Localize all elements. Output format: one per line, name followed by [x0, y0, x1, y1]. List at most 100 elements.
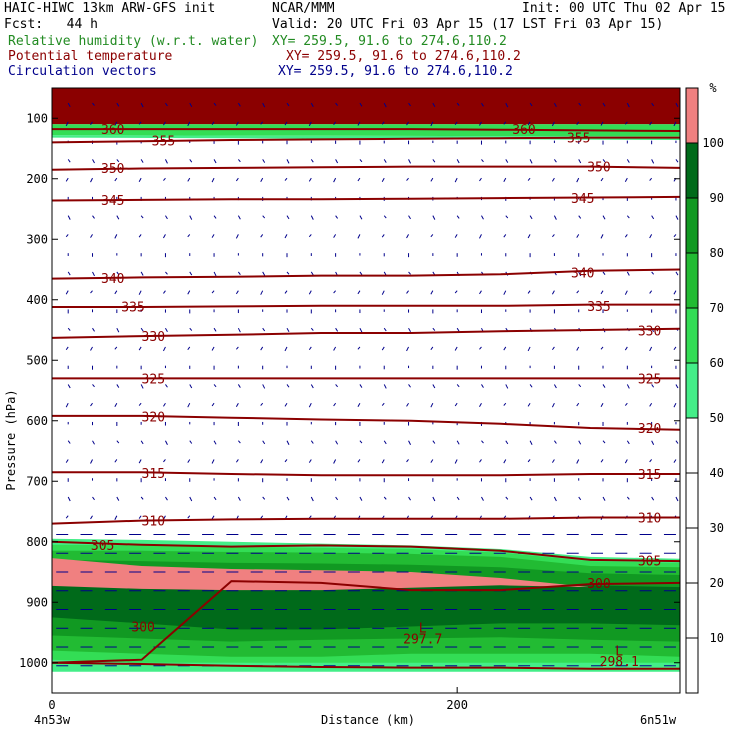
vector-arrow: [116, 327, 120, 333]
y-tick-label: 500: [26, 353, 48, 367]
vector-arrow: [262, 215, 266, 219]
theta-contour-label: 345: [571, 192, 594, 207]
vector-arrow: [600, 346, 604, 350]
vector-arrow: [189, 159, 193, 163]
vector-arrow: [505, 496, 509, 500]
rh-xy-label: XY= 259.5, 91.6 to 274.6,110.2: [272, 34, 507, 49]
vector-arrow: [359, 440, 363, 444]
vector-arrow: [503, 459, 507, 464]
vector-arrow: [335, 384, 338, 388]
vector-arrow: [335, 159, 339, 164]
vector-arrow: [116, 102, 120, 107]
vector-arrow: [383, 327, 387, 332]
vector-arrow: [262, 327, 266, 332]
theta-contour-line: [52, 128, 680, 132]
vector-arrow: [114, 290, 118, 295]
vector-arrow: [552, 234, 555, 238]
vector-arrow: [67, 215, 71, 220]
vector-arrow: [359, 159, 363, 163]
vector-arrow: [432, 384, 436, 389]
vector-arrow: [456, 159, 460, 164]
vector-arrow: [505, 102, 509, 108]
vector-arrow: [357, 459, 361, 463]
vector-arrow: [310, 440, 314, 444]
vector-arrow: [114, 177, 118, 182]
vector-arrow: [90, 346, 93, 351]
vector-arrow: [430, 177, 434, 182]
vector-arrow: [479, 121, 482, 126]
theta-contour-label: 305: [91, 539, 114, 554]
vector-arrow: [527, 459, 531, 463]
theta-contours: 360 360 355 355 350 350 345 345 340 340 335 335 330 3…: [52, 123, 680, 670]
vector-arrow: [624, 459, 628, 464]
vector-arrow: [600, 234, 604, 239]
vector-arrow: [213, 327, 217, 332]
vector-arrow: [576, 346, 580, 351]
vector-arrow: [187, 177, 191, 182]
vector-arrow: [65, 234, 69, 238]
vector-arrow: [138, 346, 142, 351]
vector-arrow: [553, 440, 557, 444]
vector-arrow: [92, 159, 95, 164]
vector-arrow: [454, 459, 458, 464]
rh-band: [52, 124, 680, 137]
colorbar-band: [686, 88, 698, 143]
vector-arrow: [235, 346, 239, 350]
vector-arrow: [284, 121, 288, 126]
vector-arrow: [286, 440, 290, 445]
theta-contour-line: [52, 580, 680, 664]
vector-arrow: [260, 121, 264, 125]
y-tick-label: 100: [26, 111, 48, 125]
vector-arrow: [408, 496, 411, 501]
vector-arrow: [140, 215, 144, 219]
vector-arrow: [116, 271, 120, 276]
vector-arrow: [211, 177, 215, 183]
vector-arrow: [381, 177, 385, 182]
vector-arrow: [675, 102, 679, 107]
vector-arrow: [381, 290, 385, 295]
theta-contour-label: 355: [152, 135, 175, 150]
init-time: Init: 00 UTC Thu 02 Apr 15: [522, 1, 726, 16]
x-axis-label: Distance (km): [321, 713, 415, 727]
x-tick-label: 200: [446, 698, 468, 712]
vector-arrow: [67, 102, 71, 107]
colorbar-unit: %: [709, 81, 717, 95]
vector-arrow: [163, 290, 166, 294]
vector-arrow: [527, 177, 531, 181]
surface-value-label: 297.7: [403, 632, 442, 647]
vector-arrow: [335, 215, 339, 219]
vector-arrow: [578, 102, 582, 106]
vector-arrow: [553, 215, 557, 220]
vector-arrow: [602, 215, 606, 220]
vector-arrow: [576, 177, 580, 183]
vector-arrow: [624, 121, 628, 125]
vector-arrow: [65, 402, 69, 408]
colorbar-frame: [685, 87, 699, 694]
theta-contour-line: [52, 540, 680, 563]
vector-arrow: [359, 327, 363, 333]
surface-value-label: 298.1: [600, 655, 639, 670]
minimum-marker: L: [419, 622, 427, 637]
vector-arrow: [65, 459, 69, 463]
vector-arrow: [140, 271, 144, 276]
vector-arrow: [235, 177, 239, 182]
vector-arrow: [67, 159, 71, 163]
theta-contour-label: 360: [101, 123, 124, 138]
vector-arrow: [675, 496, 679, 502]
vector-arrow: [140, 496, 144, 500]
vector-arrow: [479, 177, 482, 182]
vector-arrow: [211, 234, 215, 238]
vector-arrow: [114, 515, 118, 520]
vector-arrow: [187, 402, 191, 408]
vector-arrow: [138, 515, 142, 519]
vector-arrow: [479, 402, 482, 408]
theta-contour-line: [52, 414, 680, 431]
vector-arrow: [237, 159, 241, 163]
vector-arrow: [359, 496, 363, 501]
vector-arrow: [481, 384, 484, 388]
vector-arrow: [90, 515, 93, 520]
colorbar-band: [686, 418, 698, 693]
theta-contour-label: 300: [587, 577, 610, 592]
vector-arrow: [189, 327, 193, 331]
theta-contour-line: [52, 268, 680, 280]
